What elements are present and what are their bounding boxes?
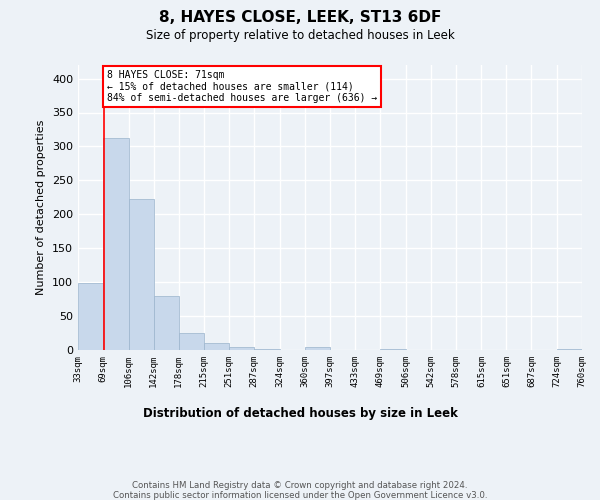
Text: Size of property relative to detached houses in Leek: Size of property relative to detached ho… xyxy=(146,29,454,42)
Bar xyxy=(78,283,103,350)
Y-axis label: Number of detached properties: Number of detached properties xyxy=(37,120,46,295)
Text: 8 HAYES CLOSE: 71sqm
← 15% of detached houses are smaller (114)
84% of semi-deta: 8 HAYES CLOSE: 71sqm ← 15% of detached h… xyxy=(107,70,377,103)
Bar xyxy=(128,200,154,350)
Text: Contains HM Land Registry data © Crown copyright and database right 2024.
Contai: Contains HM Land Registry data © Crown c… xyxy=(113,480,487,500)
Bar xyxy=(179,333,204,350)
Text: Distribution of detached houses by size in Leek: Distribution of detached houses by size … xyxy=(143,408,457,420)
Bar xyxy=(204,342,229,350)
Text: 8, HAYES CLOSE, LEEK, ST13 6DF: 8, HAYES CLOSE, LEEK, ST13 6DF xyxy=(159,10,441,25)
Bar xyxy=(305,346,331,350)
Bar xyxy=(103,138,128,350)
Bar xyxy=(229,346,254,350)
Bar xyxy=(154,296,179,350)
Bar xyxy=(557,348,582,350)
